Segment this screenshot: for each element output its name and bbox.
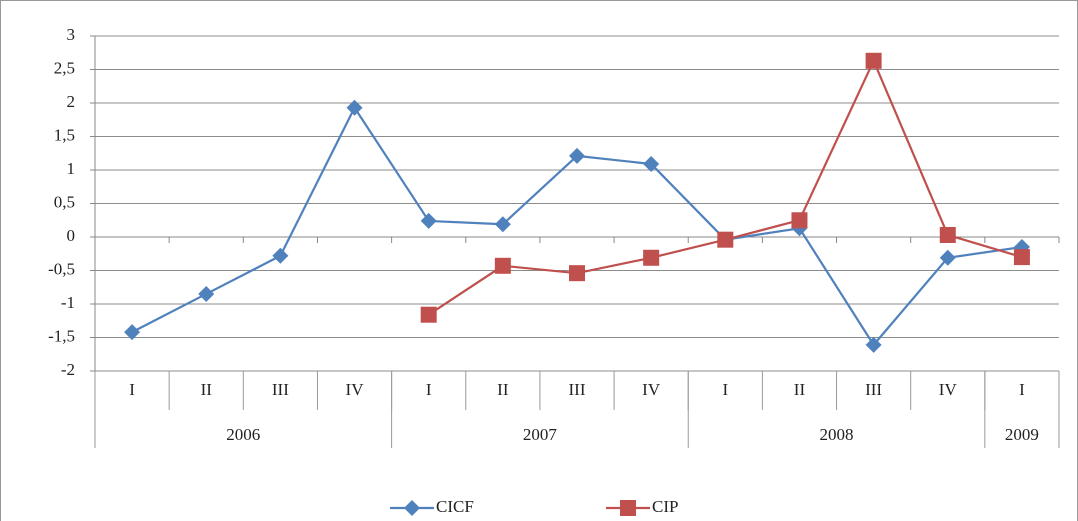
- x-tick-label: I: [1019, 380, 1025, 399]
- marker: [494, 257, 511, 274]
- y-tick-label: -0,5: [48, 259, 75, 278]
- y-tick-label: -2: [61, 360, 75, 379]
- y-tick-label: 2,5: [54, 58, 75, 77]
- x-tick-label: IV: [346, 380, 365, 399]
- marker: [404, 500, 420, 516]
- marker: [569, 265, 585, 282]
- marker: [124, 324, 141, 341]
- marker: [346, 99, 363, 116]
- x-tick-label: I: [722, 380, 728, 399]
- marker: [643, 249, 660, 266]
- x-tick-label: I: [426, 380, 432, 399]
- marker: [1013, 249, 1030, 266]
- marker: [420, 306, 437, 323]
- x-tick-label: I: [129, 380, 135, 399]
- marker: [939, 226, 956, 243]
- marker: [620, 500, 636, 516]
- marker: [791, 212, 808, 229]
- y-tick-label: -1,5: [48, 326, 75, 345]
- marker: [272, 247, 289, 264]
- x-tick-label: III: [272, 380, 289, 399]
- y-tick-label: 1,5: [54, 125, 75, 144]
- y-tick-label: 0,5: [54, 192, 75, 211]
- legend-label: CIP: [652, 497, 678, 516]
- x-tick-label: II: [794, 380, 806, 399]
- marker: [643, 155, 660, 172]
- y-tick-label: 1: [67, 159, 76, 178]
- marker: [717, 231, 734, 248]
- x-tick-label: III: [569, 380, 586, 399]
- marker: [865, 52, 882, 69]
- marker: [198, 285, 215, 302]
- group-label: 2007: [523, 425, 558, 444]
- x-tick-label: II: [201, 380, 213, 399]
- marker: [569, 147, 585, 164]
- x-tick-label: II: [497, 380, 509, 399]
- x-tick-label: IV: [939, 380, 958, 399]
- marker: [939, 249, 956, 266]
- marker: [865, 336, 882, 353]
- group-label: 2009: [1005, 425, 1039, 444]
- marker: [420, 212, 437, 229]
- y-tick-label: -1: [61, 293, 75, 312]
- group-label: 2006: [226, 425, 260, 444]
- legend-label: CICF: [436, 497, 474, 516]
- y-tick-label: 2: [67, 92, 76, 111]
- x-tick-label: III: [865, 380, 882, 399]
- group-label: 2008: [820, 425, 854, 444]
- y-tick-label: 3: [67, 25, 76, 44]
- y-tick-label: 0: [67, 226, 76, 245]
- marker: [494, 216, 511, 233]
- x-tick-label: IV: [642, 380, 661, 399]
